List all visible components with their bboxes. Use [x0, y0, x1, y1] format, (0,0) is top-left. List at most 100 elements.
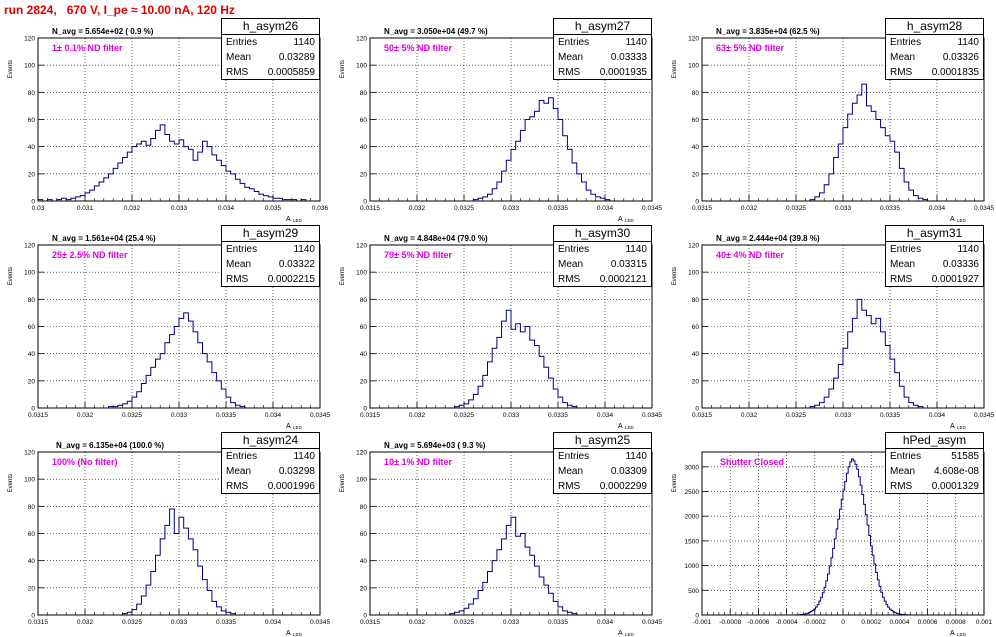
x-tick-label: -0.001 [693, 619, 712, 626]
y-tick-label: 40 [28, 144, 36, 151]
histogram-bin [174, 327, 179, 409]
histogram-bin [857, 469, 859, 615]
histogram-bin [876, 120, 881, 202]
histogram-bin [502, 321, 507, 408]
histogram-bin [179, 140, 184, 201]
y-tick-label: 100 [688, 63, 699, 70]
y-tick-label: 100 [356, 477, 367, 484]
histogram-bin [829, 174, 834, 201]
histogram-bin [488, 572, 493, 615]
stat-label: RMS [226, 479, 248, 494]
x-tick-label: 0.0325 [786, 412, 806, 419]
y-tick-label: 0 [363, 613, 367, 620]
y-tick-label: 1500 [685, 538, 700, 545]
y-tick-label: 80 [28, 90, 36, 97]
y-tick-label: 500 [688, 588, 699, 595]
y-tick-label: 120 [356, 450, 367, 457]
x-axis-subscript: LED [957, 218, 967, 223]
stat-value: 1140 [625, 35, 647, 50]
x-tick-label: 0.0335 [216, 412, 236, 419]
histogram-bin [179, 517, 184, 615]
x-tick-label: 0.0345 [642, 619, 662, 626]
y-tick-label: 3000 [685, 464, 700, 471]
histogram-bin [113, 168, 118, 201]
histogram-bin [843, 348, 848, 408]
y-tick-label: 100 [356, 270, 367, 277]
histogram-bin [137, 604, 142, 615]
y-tick-label: 40 [360, 144, 368, 151]
histogram-title: h_asym31 [886, 226, 983, 242]
histogram-line [38, 125, 320, 201]
stat-label: RMS [226, 65, 248, 80]
stat-label: Mean [226, 464, 251, 479]
x-axis-subscript: LED [625, 425, 635, 430]
histogram-title: h_asym28 [886, 19, 983, 35]
stat-label: RMS [558, 272, 580, 287]
stat-label: Entries [226, 449, 257, 464]
histogram-bin [132, 610, 137, 615]
histogram-line [38, 313, 320, 408]
histogram-bin [506, 310, 511, 408]
histogram-bin [834, 539, 836, 615]
histogram-bin [563, 136, 568, 201]
y-tick-label: 120 [356, 36, 367, 43]
histogram-bin [535, 111, 540, 201]
histogram-bin [245, 187, 250, 201]
x-tick-label: 0.032 [741, 412, 758, 419]
stat-label: Entries [890, 449, 921, 464]
y-tick-label: 40 [692, 144, 700, 151]
stat-label: Mean [558, 464, 583, 479]
x-tick-label: 0.0345 [642, 205, 662, 212]
x-tick-label: -0.0002 [804, 619, 826, 626]
histogram-bin [862, 310, 867, 408]
histogram-bin [899, 386, 904, 408]
y-tick-label: 80 [28, 297, 36, 304]
stat-value: 0.0002215 [268, 272, 315, 287]
navg-label: N_avg = 5.654e+02 ( 0.9 %) [52, 27, 153, 36]
histogram-bin [80, 196, 85, 201]
histogram-bin [492, 189, 497, 201]
histogram-bin [235, 179, 240, 201]
x-tick-label: 0.034 [597, 412, 614, 419]
histogram-bin [217, 160, 222, 201]
x-tick-label: 0.036 [312, 205, 329, 212]
histogram-title: h_asym26 [222, 19, 319, 35]
histogram-bin [824, 397, 829, 408]
histogram-bin [502, 171, 507, 201]
y-tick-label: 0 [31, 199, 35, 206]
histogram-bin [511, 149, 516, 201]
navg-label: N_avg = 4.848e+04 (79.0 %) [384, 234, 488, 243]
histogram-bin [483, 582, 488, 615]
x-axis-subscript: LED [293, 632, 303, 637]
histogram-bin [846, 473, 848, 615]
x-tick-label: 0.0335 [548, 205, 568, 212]
y-tick-label: 100 [24, 270, 35, 277]
histogram-bin [165, 525, 170, 615]
histogram-bin [845, 482, 847, 615]
histogram-title: h_asym30 [554, 226, 651, 242]
x-tick-label: 0.0002 [861, 619, 881, 626]
histogram-bin [582, 182, 587, 201]
y-tick-label: 20 [692, 171, 700, 178]
y-tick-label: 0 [695, 199, 699, 206]
histogram-title: h_asym25 [554, 433, 651, 449]
histogram-bin [231, 174, 236, 201]
histogram-bin [867, 106, 872, 201]
histogram-bin [904, 182, 909, 201]
histogram-bin [549, 593, 554, 615]
stat-label: Entries [558, 449, 589, 464]
histogram-bin [558, 397, 563, 408]
y-tick-label: 20 [360, 585, 368, 592]
x-tick-label: 0.033 [503, 412, 520, 419]
histogram-bin [469, 400, 474, 408]
